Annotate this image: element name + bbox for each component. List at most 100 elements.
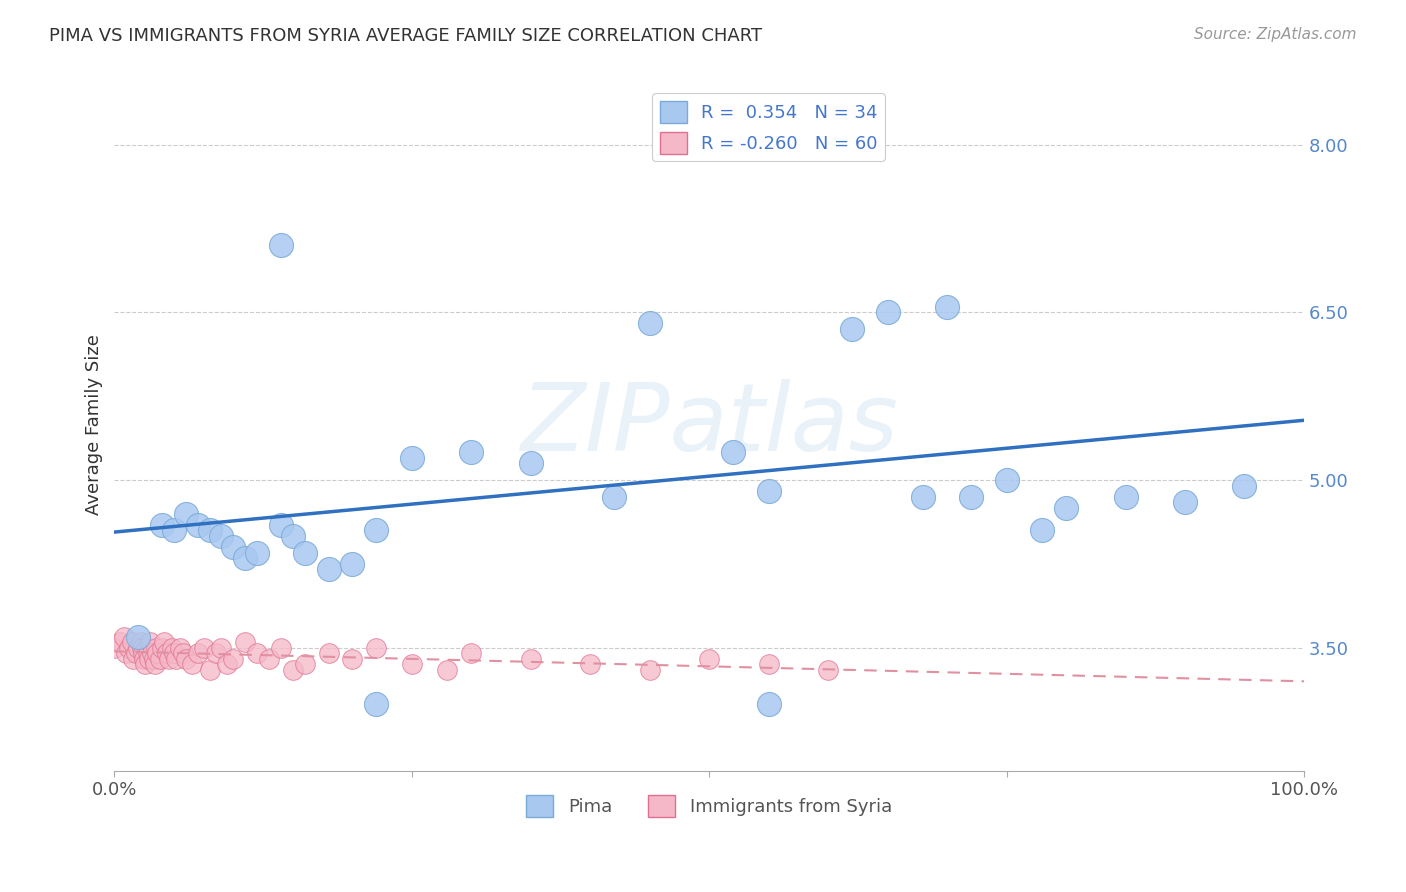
Point — [222, 540, 245, 554]
Point — [1054, 500, 1077, 515]
Point — [129, 635, 152, 649]
Point — [222, 652, 245, 666]
Point — [281, 529, 304, 543]
Point — [519, 456, 541, 470]
Point — [638, 663, 661, 677]
Point — [294, 657, 316, 672]
Point — [174, 652, 197, 666]
Point — [401, 657, 423, 672]
Point — [122, 652, 145, 666]
Y-axis label: Average Family Size: Average Family Size — [86, 334, 103, 515]
Point — [936, 300, 959, 314]
Point — [150, 640, 173, 655]
Point — [211, 640, 233, 655]
Point — [135, 640, 157, 655]
Point — [169, 640, 191, 655]
Point — [134, 657, 156, 672]
Point — [125, 646, 148, 660]
Point — [270, 238, 292, 252]
Point — [174, 507, 197, 521]
Point — [141, 646, 163, 660]
Point — [318, 646, 340, 660]
Point — [603, 490, 626, 504]
Point — [366, 640, 388, 655]
Point — [436, 663, 458, 677]
Point — [342, 652, 364, 666]
Point — [401, 450, 423, 465]
Point — [1233, 478, 1256, 492]
Point — [519, 652, 541, 666]
Point — [160, 640, 183, 655]
Point — [721, 132, 744, 146]
Point — [131, 640, 153, 655]
Point — [1031, 523, 1053, 537]
Point — [721, 445, 744, 459]
Point — [1174, 495, 1197, 509]
Text: ZIPatlas: ZIPatlas — [520, 378, 898, 469]
Point — [180, 657, 202, 672]
Point — [257, 652, 280, 666]
Point — [112, 630, 135, 644]
Point — [127, 640, 149, 655]
Point — [233, 635, 256, 649]
Legend: Pima, Immigrants from Syria: Pima, Immigrants from Syria — [519, 788, 900, 824]
Point — [758, 484, 780, 499]
Point — [115, 646, 138, 660]
Point — [163, 523, 186, 537]
Point — [187, 646, 209, 660]
Point — [145, 640, 167, 655]
Point — [156, 646, 179, 660]
Point — [149, 652, 172, 666]
Point — [366, 697, 388, 711]
Point — [204, 646, 226, 660]
Point — [211, 529, 233, 543]
Point — [960, 490, 983, 504]
Point — [758, 657, 780, 672]
Point — [103, 640, 125, 655]
Point — [233, 551, 256, 566]
Point — [163, 646, 186, 660]
Text: PIMA VS IMMIGRANTS FROM SYRIA AVERAGE FAMILY SIZE CORRELATION CHART: PIMA VS IMMIGRANTS FROM SYRIA AVERAGE FA… — [49, 27, 762, 45]
Point — [142, 652, 165, 666]
Point — [460, 445, 482, 459]
Point — [270, 640, 292, 655]
Point — [638, 317, 661, 331]
Point — [876, 305, 898, 319]
Point — [153, 635, 176, 649]
Point — [193, 640, 215, 655]
Point — [841, 322, 863, 336]
Point — [143, 657, 166, 672]
Point — [281, 663, 304, 677]
Point — [995, 473, 1018, 487]
Point — [134, 652, 156, 666]
Point — [198, 523, 221, 537]
Point — [460, 646, 482, 660]
Text: Source: ZipAtlas.com: Source: ZipAtlas.com — [1194, 27, 1357, 42]
Point — [697, 652, 720, 666]
Point — [217, 657, 239, 672]
Point — [294, 546, 316, 560]
Point — [127, 630, 149, 644]
Point — [817, 663, 839, 677]
Point — [187, 517, 209, 532]
Point — [1115, 490, 1137, 504]
Point — [912, 490, 935, 504]
Point — [758, 697, 780, 711]
Point — [139, 635, 162, 649]
Point — [110, 635, 132, 649]
Point — [157, 652, 180, 666]
Point — [579, 657, 602, 672]
Point — [146, 646, 169, 660]
Point — [246, 546, 269, 560]
Point — [318, 562, 340, 576]
Point — [132, 646, 155, 660]
Point — [246, 646, 269, 660]
Point — [150, 517, 173, 532]
Point — [366, 523, 388, 537]
Point — [121, 635, 143, 649]
Point — [165, 652, 187, 666]
Point — [118, 640, 141, 655]
Point — [198, 663, 221, 677]
Point — [270, 517, 292, 532]
Point — [136, 646, 159, 660]
